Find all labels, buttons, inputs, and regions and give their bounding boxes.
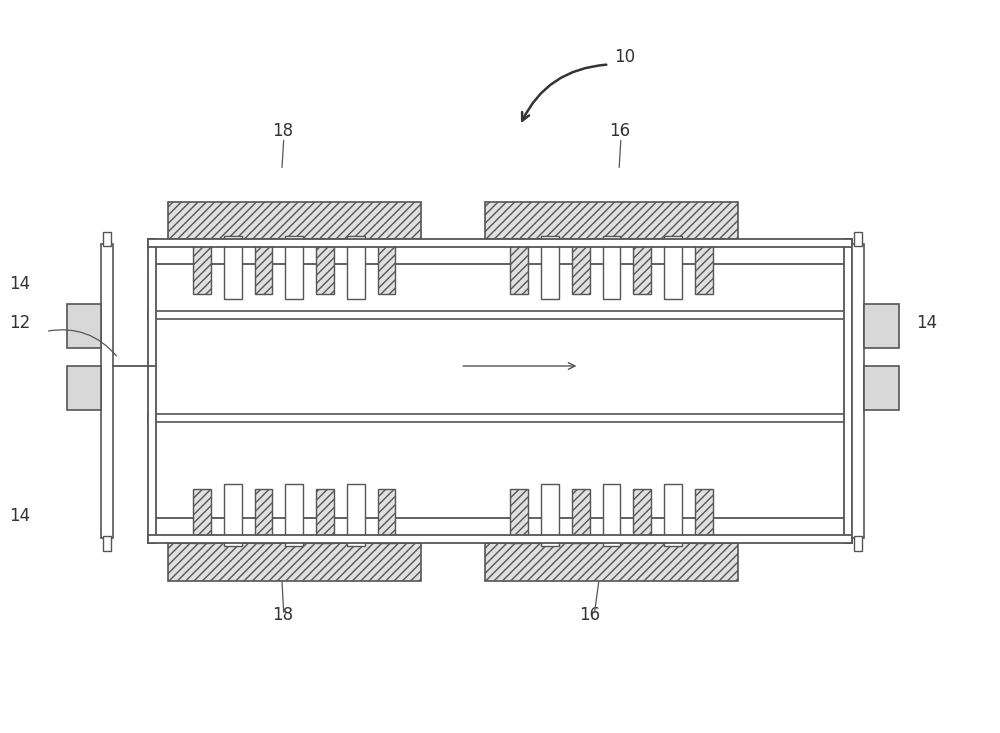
Bar xyxy=(103,232,111,246)
Bar xyxy=(510,489,528,543)
Bar xyxy=(148,414,852,422)
Bar xyxy=(148,535,852,543)
Bar xyxy=(168,543,421,581)
Bar xyxy=(485,543,738,581)
Bar xyxy=(695,240,713,294)
Bar xyxy=(255,489,272,543)
Bar xyxy=(148,311,852,319)
Text: 14: 14 xyxy=(917,314,938,333)
Bar xyxy=(67,366,101,410)
Bar xyxy=(103,536,111,551)
Bar xyxy=(541,484,559,546)
Bar xyxy=(168,202,421,240)
Bar xyxy=(316,489,334,543)
Bar xyxy=(603,484,620,546)
Text: 12: 12 xyxy=(9,314,30,333)
Text: 18: 18 xyxy=(272,122,293,140)
Bar xyxy=(572,489,590,543)
Bar xyxy=(285,484,303,546)
Bar xyxy=(148,240,852,247)
Bar xyxy=(193,240,211,294)
Bar xyxy=(347,484,365,546)
Text: 16: 16 xyxy=(579,606,600,624)
Bar xyxy=(603,237,620,299)
Bar xyxy=(695,489,713,543)
Bar xyxy=(101,244,113,538)
Bar xyxy=(664,237,682,299)
Bar xyxy=(633,240,651,294)
Bar xyxy=(854,536,862,551)
Bar xyxy=(633,489,651,543)
Bar xyxy=(347,237,365,299)
Bar xyxy=(378,240,395,294)
Text: 18: 18 xyxy=(272,606,293,624)
Bar xyxy=(485,202,738,240)
Bar xyxy=(316,240,334,294)
Bar xyxy=(224,237,242,299)
Bar xyxy=(864,303,899,348)
Text: 10: 10 xyxy=(614,48,635,65)
Bar xyxy=(255,240,272,294)
Bar xyxy=(844,240,852,543)
Bar xyxy=(664,484,682,546)
Text: 16: 16 xyxy=(609,122,630,140)
Bar xyxy=(864,366,899,410)
Bar xyxy=(67,303,101,348)
Bar xyxy=(541,237,559,299)
Bar xyxy=(854,232,862,246)
Bar xyxy=(572,240,590,294)
Bar xyxy=(852,244,864,538)
Text: 14: 14 xyxy=(9,507,30,526)
Bar xyxy=(224,484,242,546)
Bar xyxy=(148,240,156,543)
Bar xyxy=(510,240,528,294)
Bar xyxy=(193,489,211,543)
Bar xyxy=(285,237,303,299)
Bar xyxy=(378,489,395,543)
Text: 14: 14 xyxy=(9,275,30,293)
